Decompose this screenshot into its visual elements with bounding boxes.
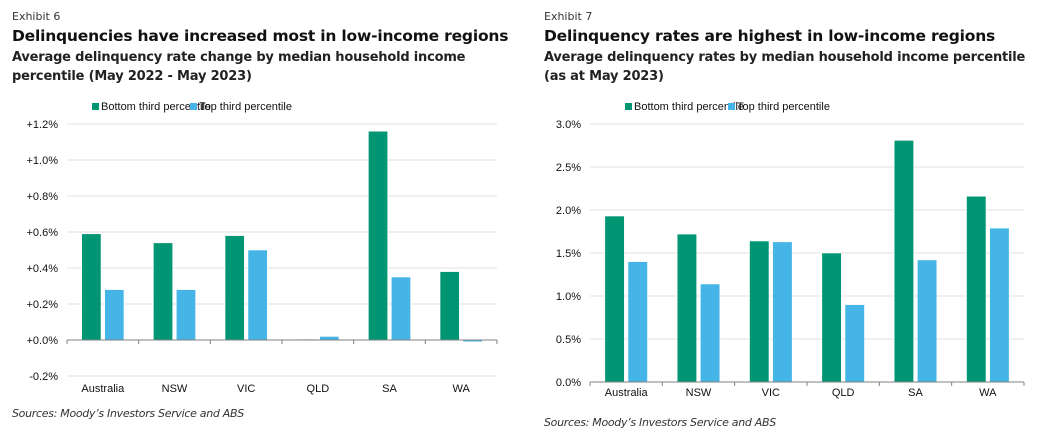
legend-label-bottom: Bottom third percentile [634, 101, 744, 113]
legend-label-top: Top third percentile [199, 101, 292, 113]
x-tick-label: VIC [237, 383, 255, 395]
chart-title: Delinquency rates are highest in low-inc… [544, 27, 996, 45]
x-tick-label: NSW [162, 383, 188, 395]
legend: Bottom third percentile Top third percen… [625, 101, 830, 113]
y-tick-label: +0.2% [27, 299, 59, 311]
legend-swatch-top [190, 103, 197, 110]
x-tick-label: SA [382, 383, 397, 395]
x-tick-label: NSW [686, 387, 712, 399]
gridlines [67, 123, 497, 377]
x-tick-label: WA [979, 387, 997, 399]
chart-subtitle: Average delinquency rates by median hous… [544, 50, 1026, 84]
exhibit-label: Exhibit 6 [12, 10, 61, 23]
chart-source: Sources: Moody’s Investors Service and A… [12, 407, 244, 420]
legend-swatch-bottom [92, 103, 99, 110]
exhibit-7-chart: Bottom third percentile Top third percen… [556, 101, 1025, 399]
legend: Bottom third percentile Top third percen… [92, 101, 292, 113]
bar-top-third-qld [319, 336, 340, 341]
bars [604, 140, 1010, 383]
y-tick-label: +1.2% [27, 119, 59, 131]
y-tick-label: 1.0% [556, 291, 581, 303]
bars [81, 130, 483, 343]
bar-bottom-third-australia [604, 215, 625, 383]
y-tick-label: 3.0% [556, 119, 581, 131]
chart-subtitle: Average delinquency rate change by media… [12, 50, 466, 84]
bar-top-third-australia [104, 289, 125, 341]
y-tick-label: 0.0% [556, 377, 581, 389]
x-tick-label: Australia [81, 383, 125, 395]
exhibit-7-panel: Exhibit 7 Delinquency rates are highest … [520, 0, 1040, 440]
bar-bottom-third-sa [368, 130, 389, 341]
bar-top-third-qld [844, 304, 865, 383]
y-axis: 0.0% 0.5% 1.0% 1.5% 2.0% 2.5% 3.0% [556, 119, 581, 389]
exhibit-label: Exhibit 7 [544, 10, 593, 23]
bar-top-third-vic [247, 249, 268, 341]
bar-bottom-third-vic [224, 235, 245, 341]
exhibit-6-chart: Bottom third percentile Top third percen… [27, 101, 498, 395]
bar-bottom-third-sa [893, 140, 914, 383]
y-tick-label: +1.0% [27, 155, 59, 167]
bar-top-third-nsw [175, 289, 196, 341]
y-tick-label: +0.4% [27, 263, 59, 275]
bar-bottom-third-vic [749, 240, 770, 383]
bar-top-third-sa [917, 259, 938, 383]
bar-top-third-vic [772, 241, 793, 383]
gridlines [590, 123, 1024, 340]
bar-top-third-wa [989, 227, 1010, 383]
x-tick-label: Australia [605, 387, 649, 399]
legend-swatch-bottom [625, 103, 632, 110]
legend-swatch-top [728, 103, 735, 110]
bar-bottom-third-qld [821, 252, 842, 383]
y-axis: -0.2% +0.0% +0.2% +0.4% +0.6% +0.8% +1.0% +1.2% [27, 119, 59, 383]
bar-bottom-third-nsw [676, 233, 697, 383]
x-tick-label: SA [908, 387, 923, 399]
chart-source: Sources: Moody’s Investors Service and A… [544, 416, 776, 429]
exhibit-6-panel: Exhibit 6 Delinquencies have increased m… [12, 10, 509, 420]
bar-bottom-third-wa [966, 195, 987, 383]
x-axis: Australia NSW VIC QLD SA WA [589, 381, 1025, 399]
x-tick-label: WA [453, 383, 471, 395]
x-tick-label: QLD [307, 383, 330, 395]
y-tick-label: -0.2% [29, 371, 58, 383]
y-tick-label: 2.0% [556, 205, 581, 217]
y-tick-label: 2.5% [556, 162, 581, 174]
bar-top-third-sa [390, 276, 411, 341]
bar-bottom-third-australia [81, 233, 102, 341]
bar-top-third-nsw [700, 283, 721, 383]
x-tick-label: VIC [762, 387, 780, 399]
legend-label-bottom: Bottom third percentile [101, 101, 211, 113]
x-axis: Australia NSW VIC QLD SA WA [66, 339, 498, 395]
y-tick-label: +0.6% [27, 227, 59, 239]
y-tick-label: 1.5% [556, 248, 581, 260]
y-tick-label: 0.5% [556, 334, 581, 346]
legend-label-top: Top third percentile [737, 101, 830, 113]
bar-bottom-third-wa [439, 271, 460, 341]
bar-top-third-australia [627, 261, 648, 383]
y-tick-label: +0.0% [27, 335, 59, 347]
chart-title: Delinquencies have increased most in low… [12, 27, 509, 45]
bar-bottom-third-nsw [153, 242, 174, 341]
y-tick-label: +0.8% [27, 191, 59, 203]
x-tick-label: QLD [832, 387, 855, 399]
